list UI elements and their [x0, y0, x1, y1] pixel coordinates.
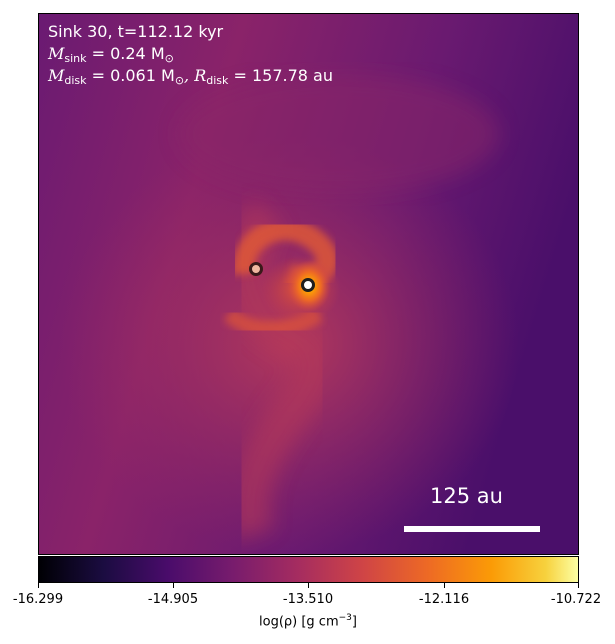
sink-info: Sink 30, t=112.12 kyr [48, 22, 224, 41]
colorbar-tick-label: -10.722 [550, 592, 602, 607]
colorbar-tick-label: -12.116 [418, 592, 470, 607]
sink-secondary [249, 262, 263, 276]
scale-bar [404, 526, 540, 532]
sink-mass: Msink = 0.24 M⊙ [48, 44, 174, 65]
disk-info: Mdisk = 0.061 M⊙, Rdisk = 157.78 au [48, 66, 333, 87]
colorbar-tick [308, 583, 309, 588]
scale-bar-label: 125 au [430, 484, 503, 508]
colorbar-tick-label: -13.510 [282, 592, 334, 607]
colorbar-tick-label: -14.905 [147, 592, 199, 607]
colorbar-tick [578, 583, 579, 588]
colorbar-tick [38, 583, 39, 588]
sink-primary [301, 278, 315, 292]
colorbar-label: log(ρ) [g cm−3] [259, 613, 357, 630]
colorbar-tick-label: -16.299 [12, 592, 64, 607]
colorbar-tick [173, 583, 174, 588]
colorbar-tick [444, 583, 445, 588]
colorbar [38, 556, 579, 583]
density-map: Sink 30, t=112.12 kyr Msink = 0.24 M⊙ Md… [38, 13, 579, 555]
density-image [39, 14, 578, 554]
